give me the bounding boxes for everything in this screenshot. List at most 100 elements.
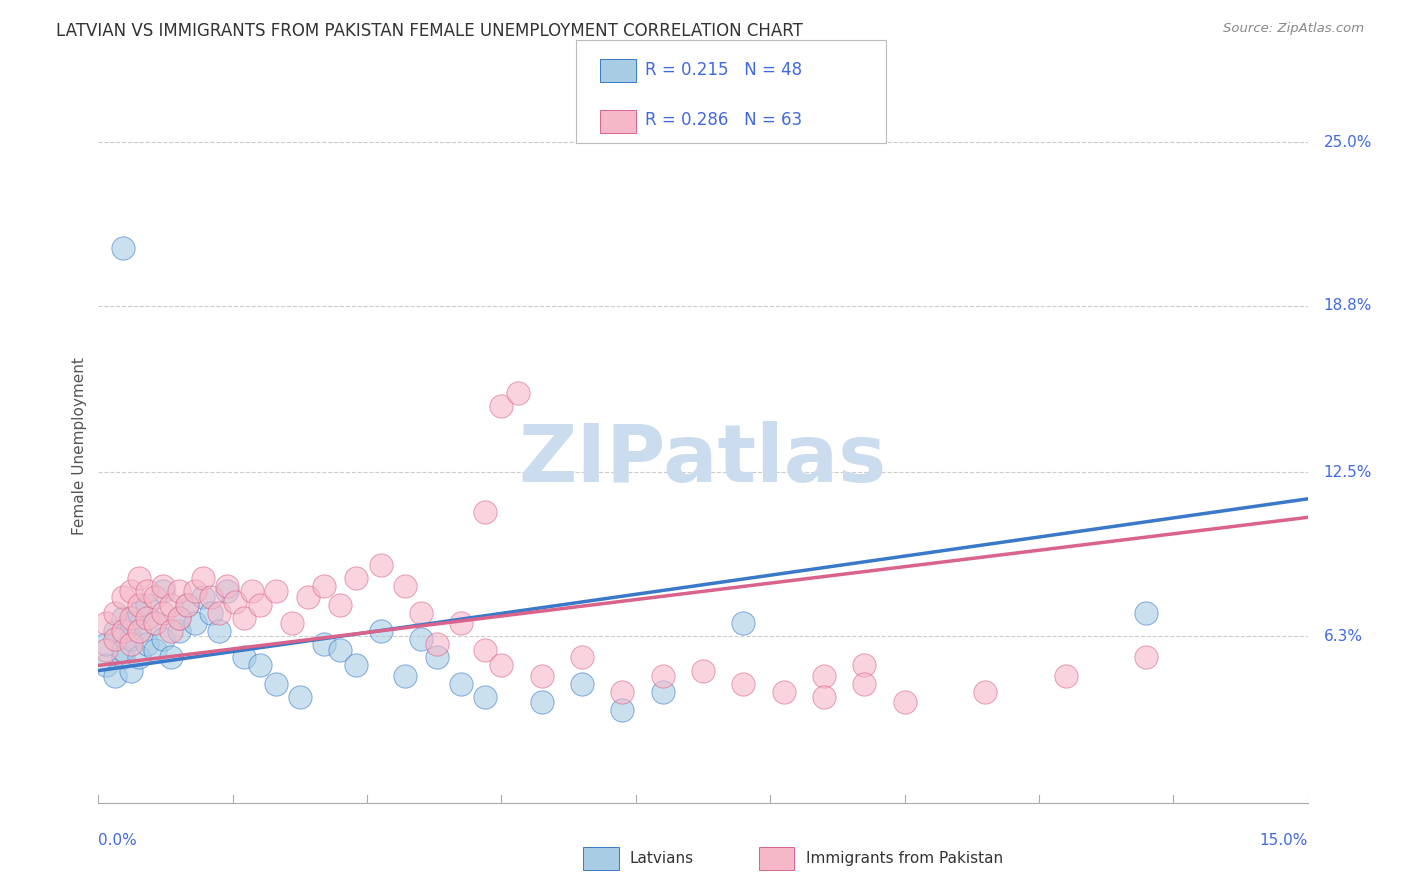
Point bbox=[571, 677, 593, 691]
Point bbox=[1135, 606, 1157, 620]
Point bbox=[240, 584, 263, 599]
Point bbox=[111, 650, 134, 665]
Point bbox=[96, 616, 118, 631]
Text: 18.8%: 18.8% bbox=[1323, 299, 1372, 313]
Point bbox=[232, 650, 254, 665]
Point bbox=[329, 642, 352, 657]
Point bbox=[370, 624, 392, 638]
Point bbox=[135, 611, 157, 625]
Text: 15.0%: 15.0% bbox=[1260, 833, 1308, 848]
Point bbox=[200, 606, 222, 620]
Text: R = 0.215   N = 48: R = 0.215 N = 48 bbox=[645, 61, 803, 78]
Text: Immigrants from Pakistan: Immigrants from Pakistan bbox=[806, 851, 1002, 865]
Point bbox=[152, 584, 174, 599]
Text: R = 0.286   N = 63: R = 0.286 N = 63 bbox=[645, 112, 803, 129]
Point bbox=[111, 611, 134, 625]
Point bbox=[200, 590, 222, 604]
Point bbox=[143, 616, 166, 631]
Text: 6.3%: 6.3% bbox=[1323, 629, 1362, 644]
Point bbox=[853, 658, 876, 673]
Y-axis label: Female Unemployment: Female Unemployment bbox=[72, 357, 87, 535]
Point bbox=[120, 637, 142, 651]
Point bbox=[651, 669, 673, 683]
Point bbox=[167, 611, 190, 625]
Point bbox=[571, 650, 593, 665]
Point bbox=[152, 579, 174, 593]
Point bbox=[184, 616, 207, 631]
Text: 0.0%: 0.0% bbox=[98, 833, 138, 848]
Point bbox=[893, 695, 915, 709]
Point bbox=[143, 616, 166, 631]
Point bbox=[193, 590, 215, 604]
Point bbox=[426, 650, 449, 665]
Point bbox=[1135, 650, 1157, 665]
Point bbox=[370, 558, 392, 572]
Point bbox=[314, 579, 336, 593]
Point bbox=[530, 669, 553, 683]
Point bbox=[128, 598, 150, 612]
Point bbox=[208, 606, 231, 620]
Text: Source: ZipAtlas.com: Source: ZipAtlas.com bbox=[1223, 22, 1364, 36]
Point bbox=[120, 611, 142, 625]
Point bbox=[344, 658, 367, 673]
Point bbox=[167, 584, 190, 599]
Point bbox=[135, 637, 157, 651]
Point bbox=[491, 658, 513, 673]
Point bbox=[111, 624, 134, 638]
Point bbox=[167, 611, 190, 625]
Point bbox=[120, 616, 142, 631]
Point bbox=[264, 584, 287, 599]
Point bbox=[450, 677, 472, 691]
Point bbox=[314, 637, 336, 651]
Point bbox=[530, 695, 553, 709]
Point bbox=[813, 669, 835, 683]
Point bbox=[249, 658, 271, 673]
Point bbox=[474, 642, 496, 657]
Point bbox=[120, 584, 142, 599]
Point bbox=[394, 669, 416, 683]
Point bbox=[217, 579, 239, 593]
Text: LATVIAN VS IMMIGRANTS FROM PAKISTAN FEMALE UNEMPLOYMENT CORRELATION CHART: LATVIAN VS IMMIGRANTS FROM PAKISTAN FEMA… bbox=[56, 22, 803, 40]
Point bbox=[128, 650, 150, 665]
Point bbox=[692, 664, 714, 678]
Point bbox=[853, 677, 876, 691]
Point bbox=[426, 637, 449, 651]
Point bbox=[120, 632, 142, 646]
Point bbox=[184, 584, 207, 599]
Point bbox=[128, 624, 150, 638]
Text: Latvians: Latvians bbox=[630, 851, 695, 865]
Point bbox=[152, 632, 174, 646]
Point bbox=[103, 669, 125, 683]
Point bbox=[224, 595, 246, 609]
Point bbox=[1054, 669, 1077, 683]
Point bbox=[474, 690, 496, 704]
Point bbox=[160, 624, 183, 638]
Point bbox=[143, 642, 166, 657]
Point bbox=[103, 632, 125, 646]
Point bbox=[733, 616, 755, 631]
Point bbox=[160, 650, 183, 665]
Point bbox=[651, 685, 673, 699]
Point bbox=[232, 611, 254, 625]
Point bbox=[111, 590, 134, 604]
Point bbox=[103, 624, 125, 638]
Point bbox=[491, 400, 513, 414]
Point bbox=[450, 616, 472, 631]
Point bbox=[128, 571, 150, 585]
Point bbox=[474, 505, 496, 519]
Text: 12.5%: 12.5% bbox=[1323, 465, 1372, 480]
Point bbox=[152, 606, 174, 620]
Point bbox=[733, 677, 755, 691]
Point bbox=[329, 598, 352, 612]
Point bbox=[394, 579, 416, 593]
Point bbox=[288, 690, 311, 704]
Point bbox=[135, 584, 157, 599]
Point bbox=[813, 690, 835, 704]
Point bbox=[111, 642, 134, 657]
Text: ZIPatlas: ZIPatlas bbox=[519, 421, 887, 500]
Point bbox=[176, 598, 198, 612]
Point bbox=[143, 590, 166, 604]
Text: 25.0%: 25.0% bbox=[1323, 135, 1372, 150]
Point bbox=[128, 606, 150, 620]
Point bbox=[297, 590, 319, 604]
